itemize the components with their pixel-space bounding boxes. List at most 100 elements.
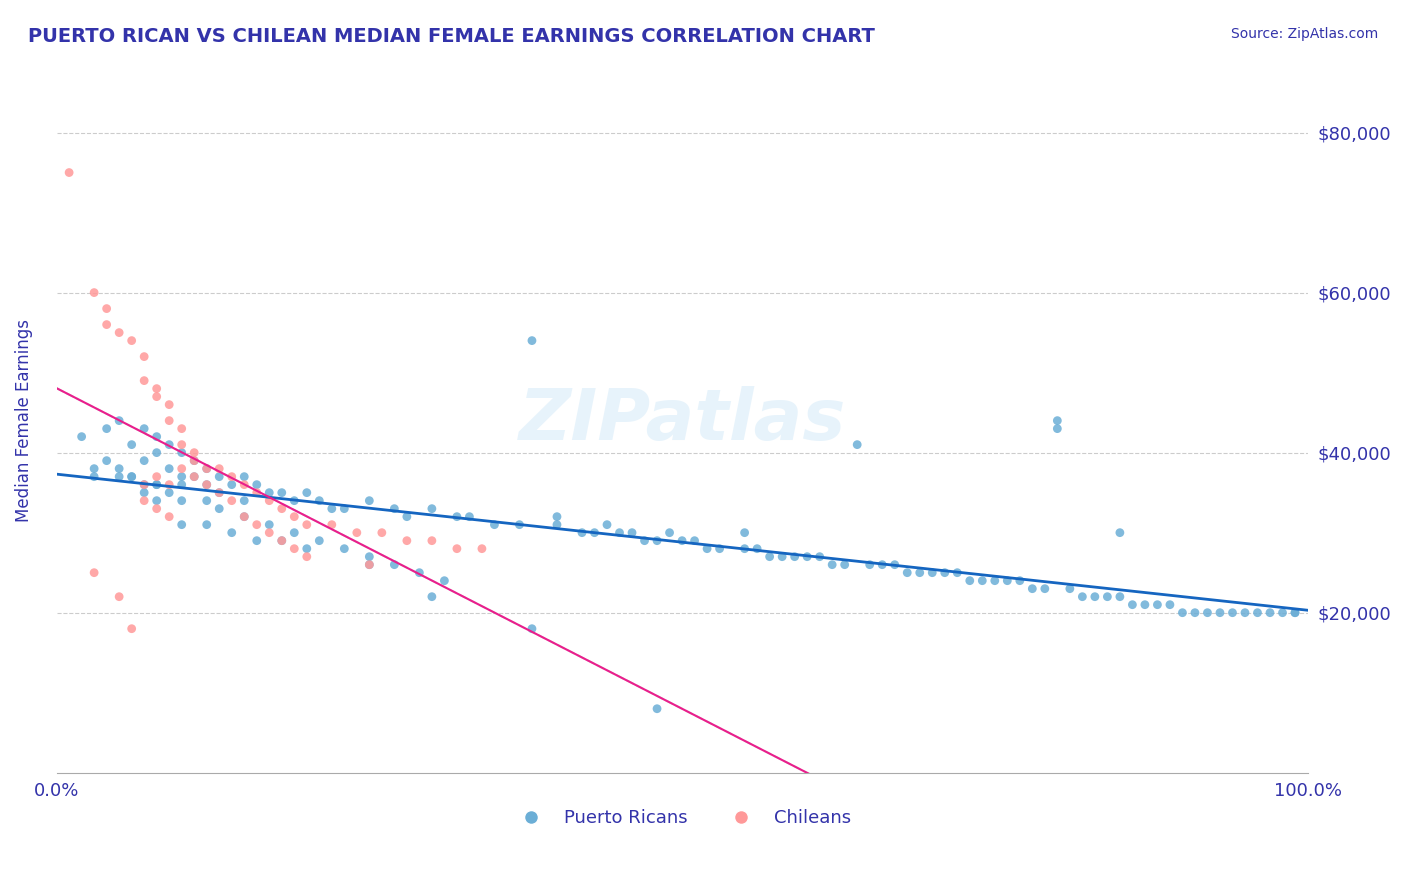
Point: [321, 501, 343, 516]
Point: [233, 509, 256, 524]
Point: [359, 558, 381, 572]
Point: [658, 525, 681, 540]
Point: [359, 493, 381, 508]
Point: [946, 566, 969, 580]
Point: [1197, 606, 1219, 620]
Y-axis label: Median Female Earnings: Median Female Earnings: [15, 319, 32, 522]
Point: [221, 477, 243, 491]
Point: [420, 590, 443, 604]
Point: [259, 517, 281, 532]
Point: [546, 517, 568, 532]
Point: [745, 541, 768, 556]
Point: [221, 469, 243, 483]
Point: [270, 533, 292, 548]
Point: [233, 493, 256, 508]
Point: [183, 469, 205, 483]
Point: [1271, 606, 1294, 620]
Point: [195, 477, 218, 491]
Text: Source: ZipAtlas.com: Source: ZipAtlas.com: [1230, 27, 1378, 41]
Point: [683, 533, 706, 548]
Point: [609, 525, 631, 540]
Point: [645, 533, 668, 548]
Point: [295, 549, 318, 564]
Point: [145, 501, 167, 516]
Point: [484, 517, 506, 532]
Point: [134, 453, 156, 467]
Point: [233, 469, 256, 483]
Point: [108, 469, 131, 483]
Point: [283, 509, 305, 524]
Point: [283, 493, 305, 508]
Point: [295, 541, 318, 556]
Point: [645, 702, 668, 716]
Point: [58, 165, 80, 179]
Point: [183, 453, 205, 467]
Point: [709, 541, 731, 556]
Point: [395, 533, 418, 548]
Point: [170, 461, 193, 475]
Point: [1071, 590, 1094, 604]
Point: [157, 437, 180, 451]
Point: [121, 437, 143, 451]
Point: [1059, 582, 1081, 596]
Point: [295, 517, 318, 532]
Point: [734, 541, 756, 556]
Point: [233, 509, 256, 524]
Point: [671, 533, 693, 548]
Point: [183, 469, 205, 483]
Point: [145, 445, 167, 459]
Point: [170, 422, 193, 436]
Point: [208, 485, 231, 500]
Legend: Puerto Ricans, Chileans: Puerto Ricans, Chileans: [506, 802, 858, 834]
Point: [808, 549, 831, 564]
Point: [1046, 422, 1069, 436]
Point: [134, 477, 156, 491]
Point: [108, 590, 131, 604]
Point: [83, 285, 105, 300]
Point: [170, 445, 193, 459]
Point: [270, 485, 292, 500]
Point: [1033, 582, 1056, 596]
Point: [157, 414, 180, 428]
Point: [183, 453, 205, 467]
Point: [333, 501, 356, 516]
Point: [259, 525, 281, 540]
Point: [883, 558, 905, 572]
Point: [420, 533, 443, 548]
Point: [246, 477, 269, 491]
Point: [121, 469, 143, 483]
Point: [995, 574, 1018, 588]
Point: [246, 517, 269, 532]
Point: [359, 549, 381, 564]
Point: [571, 525, 593, 540]
Point: [208, 461, 231, 475]
Point: [633, 533, 655, 548]
Point: [896, 566, 918, 580]
Point: [145, 469, 167, 483]
Point: [121, 622, 143, 636]
Point: [208, 469, 231, 483]
Point: [134, 422, 156, 436]
Point: [1046, 414, 1069, 428]
Point: [121, 334, 143, 348]
Point: [1021, 582, 1043, 596]
Point: [796, 549, 818, 564]
Point: [1284, 606, 1306, 620]
Point: [1133, 598, 1156, 612]
Point: [734, 525, 756, 540]
Point: [221, 525, 243, 540]
Point: [783, 549, 806, 564]
Point: [1222, 606, 1244, 620]
Point: [395, 509, 418, 524]
Point: [446, 509, 468, 524]
Point: [520, 622, 543, 636]
Point: [934, 566, 956, 580]
Point: [1258, 606, 1281, 620]
Point: [246, 485, 269, 500]
Point: [596, 517, 619, 532]
Point: [121, 469, 143, 483]
Point: [170, 477, 193, 491]
Point: [195, 517, 218, 532]
Point: [96, 453, 118, 467]
Point: [770, 549, 793, 564]
